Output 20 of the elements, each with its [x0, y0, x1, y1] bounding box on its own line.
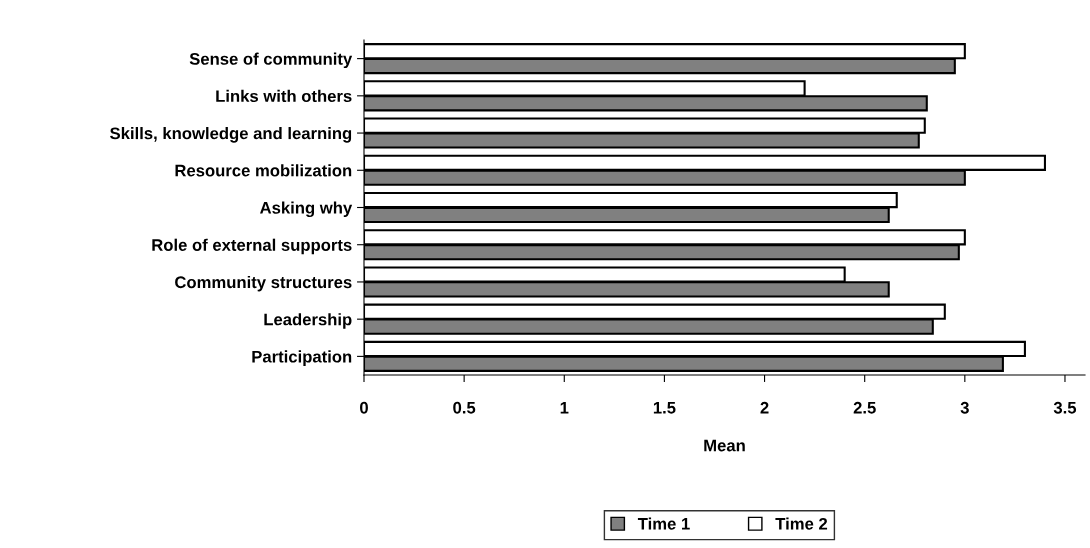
x-tick-label: 3 [960, 401, 969, 414]
y-tick-label: Community structures [175, 275, 352, 292]
y-tick-label: Resource mobilization [175, 164, 352, 177]
y-tick-label: Skills, knowledge and learning [110, 127, 352, 143]
y-tick-label: Links with others [216, 89, 352, 103]
x-tick-label: 0.5 [453, 401, 476, 414]
legend-label: Time 1 [637, 517, 690, 530]
y-tick-label: Leadership [264, 313, 352, 329]
y-tick-label: Asking why [260, 201, 353, 218]
legend-label: Time 2 [775, 517, 828, 530]
x-axis-title: Mean [704, 439, 745, 452]
x-tick-label: 3.5 [1053, 401, 1077, 414]
x-tick-label: 1 [560, 402, 569, 414]
x-tick-label: 1.5 [653, 402, 676, 414]
y-tick-label: Participation [252, 350, 352, 366]
x-tick-label: 0 [360, 401, 368, 414]
y-tick-label: Sense of community [189, 52, 353, 69]
y-tick-label: Role of external supports [152, 238, 352, 255]
x-tick-label: 2.5 [853, 401, 876, 414]
x-tick-label: 2 [760, 401, 769, 414]
